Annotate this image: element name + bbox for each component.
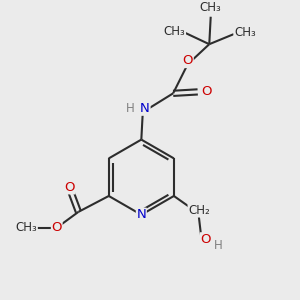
Text: N: N (140, 102, 150, 115)
Text: H: H (214, 238, 223, 252)
Text: O: O (201, 85, 211, 98)
Text: O: O (183, 55, 193, 68)
Text: CH₃: CH₃ (16, 221, 37, 234)
Text: O: O (200, 233, 211, 246)
Text: CH₂: CH₂ (188, 204, 210, 217)
Text: CH₃: CH₃ (200, 1, 222, 14)
Text: O: O (64, 181, 75, 194)
Text: CH₃: CH₃ (164, 25, 185, 38)
Text: H: H (126, 102, 135, 115)
Text: N: N (136, 208, 146, 221)
Text: CH₃: CH₃ (234, 26, 256, 39)
Text: O: O (52, 221, 62, 234)
